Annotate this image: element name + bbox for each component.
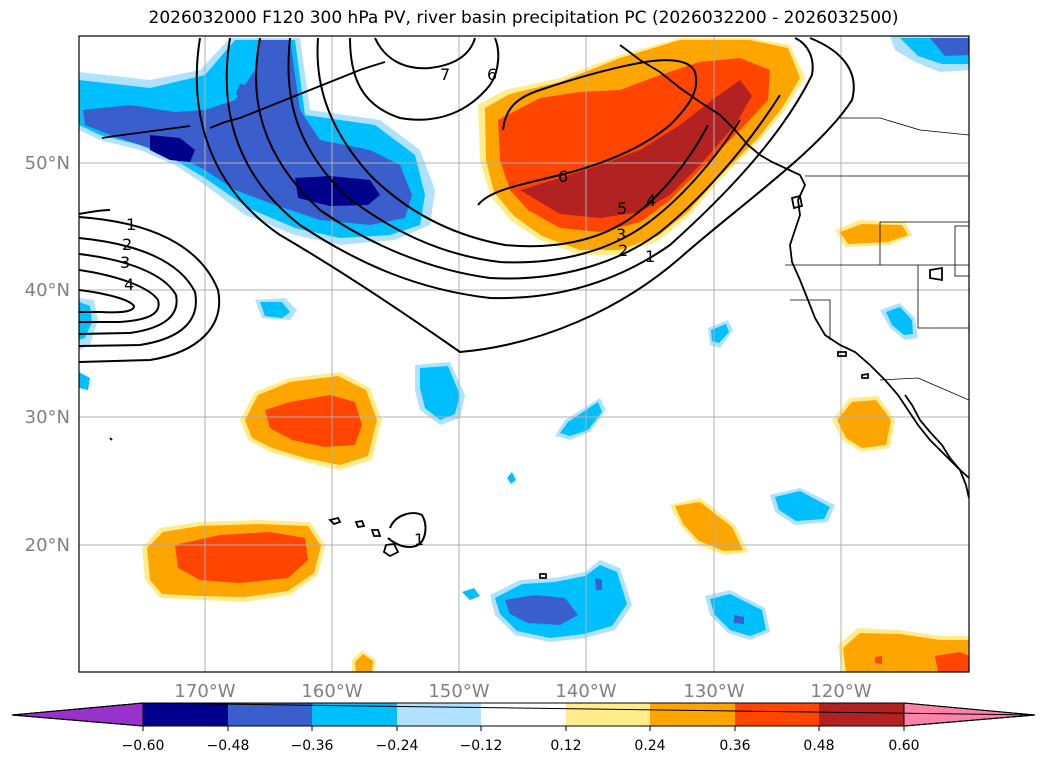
latitude-labels: 50°N 40°N 30°N 20°N (25, 153, 70, 556)
pv-label-4: 4 (124, 275, 134, 294)
colorbar-bin (481, 703, 566, 726)
lat-label-20n: 20°N (25, 535, 70, 556)
pv-label-2-ridge: 2 (618, 241, 628, 260)
pv-label-7: 7 (440, 65, 450, 84)
pv-label-4-ridge: 4 (646, 191, 656, 210)
pv-label-6-north: 6 (487, 65, 497, 84)
pv-label-3-ridge: 3 (616, 225, 626, 244)
colorbar-bin (819, 703, 904, 726)
map-title: 2026032000 F120 300 hPa PV, river basin … (148, 8, 899, 28)
lon-label-120w: 120°W (810, 681, 871, 702)
lon-label-130w: 130°W (683, 681, 744, 702)
colorbar-tick-label: −0.12 (460, 738, 503, 754)
pv-label-6-ridge: 6 (558, 167, 568, 186)
colorbar-min-extend (11, 702, 144, 727)
colorbar-bin (397, 703, 481, 726)
map-panel: 1 2 3 4 6 5 4 3 2 1 7 6 1 (79, 36, 969, 672)
borders (785, 117, 969, 401)
pv-contours (79, 37, 855, 548)
colorbar-bin (143, 703, 228, 726)
colorbar-bin (566, 703, 650, 726)
colorbar-tick-label: 0.36 (719, 738, 750, 754)
lon-label-170w: 170°W (174, 681, 235, 702)
pv-label-3: 3 (120, 253, 130, 272)
map-frame (78, 35, 970, 673)
lon-label-150w: 150°W (428, 681, 489, 702)
colorbar-tick-label: 0.24 (634, 738, 665, 754)
colorbar-bin (735, 703, 819, 726)
pv-label-2: 2 (122, 235, 132, 254)
longitude-labels: 170°W 160°W 150°W 140°W 130°W 120°W (174, 681, 871, 702)
colorbar-tick-label: −0.60 (122, 738, 165, 754)
pv-label-5: 5 (617, 199, 627, 218)
pv-contour-labels: 1 2 3 4 6 5 4 3 2 1 7 6 1 (120, 65, 656, 549)
colorbar-tick-label: 0.48 (803, 738, 834, 754)
colorbar-tick-label: 0.60 (888, 738, 919, 754)
colorbar: −0.60 −0.48 −0.36 −0.24 −0.12 0.12 0.24 … (11, 702, 1036, 754)
lat-label-50n: 50°N (25, 153, 70, 174)
colorbar-bin (312, 703, 397, 726)
lat-lon-grid (79, 36, 969, 672)
coastlines (101, 44, 969, 579)
colorbar-tick-label: −0.48 (207, 738, 250, 754)
colorbar-bin (650, 703, 735, 726)
lon-label-160w: 160°W (301, 681, 362, 702)
lon-label-140w: 140°W (555, 681, 616, 702)
positive-precip-shading (142, 38, 969, 672)
pv-label-1: 1 (126, 215, 136, 234)
colorbar-tick-label: 0.12 (550, 738, 581, 754)
colorbar-tick-label: −0.36 (291, 738, 334, 754)
lat-label-30n: 30°N (25, 407, 70, 428)
lat-label-40n: 40°N (25, 280, 70, 301)
pv-label-1-ridge: 1 (645, 247, 655, 266)
colorbar-bin (228, 703, 312, 726)
colorbar-tick-label: −0.24 (376, 738, 419, 754)
pv-label-1-hawaii: 1 (414, 530, 424, 549)
